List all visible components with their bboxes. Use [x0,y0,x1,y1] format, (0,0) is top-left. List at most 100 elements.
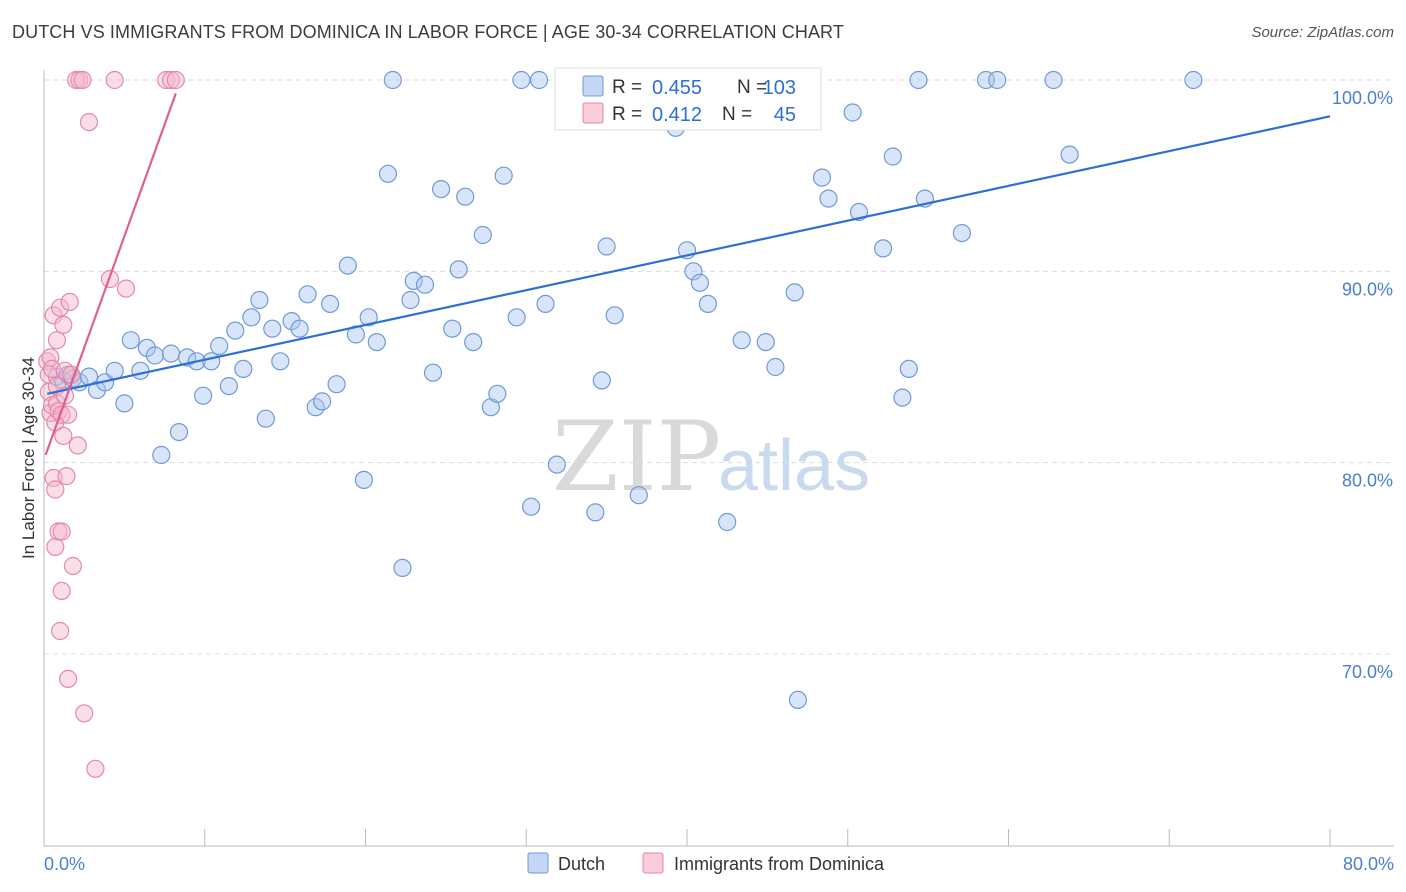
dominica-point [46,480,65,499]
dutch-point [766,357,785,377]
dutch-point [263,319,282,338]
dutch-point [327,375,346,394]
dutch-point [115,394,134,413]
dutch-point [131,361,150,380]
legend-dutch-r-value: 0.455 [652,77,702,99]
dutch-point [788,690,808,710]
dutch-point [1184,70,1203,90]
legend-dutch-n-value: 103 [763,77,796,99]
legend-dutch-r-label: R = [612,77,642,98]
dutch-point [194,386,213,405]
legend-dominica-n-label: N = [722,104,752,125]
dutch-point [529,70,549,90]
dutch-point [494,166,513,185]
legend-swatch-dominica [582,102,604,124]
dutch-point [443,319,462,338]
dutch-point [756,333,775,352]
dutch-point [121,331,140,350]
dominica-point [68,436,87,455]
watermark-zip: ZIP [552,401,721,513]
dutch-point [883,147,902,166]
dominica-point [58,669,78,689]
dutch-point [378,164,398,183]
dominica-point [116,279,136,298]
trend-lines [44,93,1331,456]
dutch-point [271,352,290,371]
dutch-point [242,308,261,327]
x-tick-label-max: 80.0% [1343,854,1394,874]
dominica-point [41,348,60,367]
dutch-point [605,306,624,325]
dutch-point [393,558,412,578]
dutch-point [597,237,616,256]
dominica-point [73,70,92,90]
dutch-point [586,503,605,522]
gridlines [44,79,1394,655]
dutch-point [449,260,468,279]
dutch-point [547,455,566,474]
dominica-point [75,704,94,723]
chart-source: Source: ZipAtlas.com [1251,24,1394,41]
dutch-point [464,333,483,352]
dutch-point [785,283,804,302]
dutch-point [210,336,229,356]
dutch-point [423,363,443,382]
bottom-legend-dutch: Dutch [558,854,605,874]
dominica-trend-line [44,93,177,456]
dutch-point [873,239,893,258]
dutch-point [819,189,838,208]
dominica-point [86,759,105,778]
watermark-atlas: atlas [718,426,870,506]
dutch-point [432,180,451,199]
dominica-point [44,306,63,325]
dominica-point [57,467,76,486]
dutch-point [507,308,526,327]
dutch-point [415,275,435,294]
dominica-point [79,112,99,132]
y-tick-label-90: 90.0% [1342,279,1393,299]
y-tick-labels: 70.0% 80.0% 90.0% 100.0% [1332,88,1393,682]
dutch-point [893,388,912,407]
chart-title: DUTCH VS IMMIGRANTS FROM DOMINICA IN LAB… [12,22,844,42]
dutch-point [1060,145,1079,164]
y-tick-label-80: 80.0% [1342,471,1393,491]
dutch-point [732,331,751,350]
dutch-trend-line [46,115,1331,395]
legend-dominica-r-label: R = [612,104,642,125]
dutch-point [488,384,507,403]
dutch-point [321,294,340,313]
dutch-point [359,308,378,327]
dutch-point [1044,70,1063,90]
dutch-point [338,256,357,275]
dutch-point [592,371,611,390]
legend-dominica-n-value: 45 [774,104,796,126]
dutch-point [698,294,718,313]
dutch-point [988,70,1007,90]
dutch-point [202,352,221,371]
dutch-point [226,321,245,340]
dominica-point [166,70,185,90]
dutch-point [298,285,317,304]
dutch-point [367,333,386,352]
dutch-point [521,497,541,516]
dutch-point [952,224,972,243]
dutch-point [145,346,164,365]
correlation-legend: R = 0.455 N = 103 R = 0.412 N = 45 [554,67,822,131]
dutch-point [473,225,492,245]
dutch-point [105,361,124,380]
dutch-point [152,445,171,465]
dutch-point [899,359,918,378]
x-ticks [43,829,1331,846]
dominica-point [50,298,70,317]
y-tick-label-100: 100.0% [1332,88,1393,108]
dutch-point [629,486,648,505]
dominica-point [46,537,65,557]
dutch-point [404,271,423,290]
series-legend: Dutch Immigrants from Dominica [527,852,885,874]
legend-dominica-r-value: 0.412 [652,104,702,126]
dutch-point [161,344,181,363]
dutch-point [169,423,189,442]
dutch-point [401,290,420,310]
dutch-point [219,377,238,396]
